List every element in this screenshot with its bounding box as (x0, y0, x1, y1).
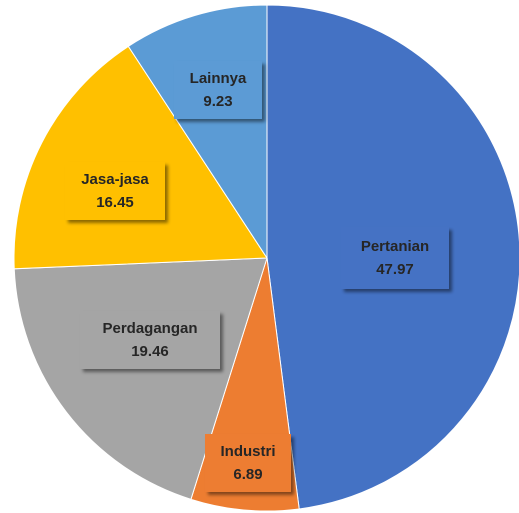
data-label: 19.46 (131, 343, 169, 360)
label-box (341, 227, 449, 289)
slice-label: Perdagangan (102, 320, 197, 337)
label-box (65, 162, 165, 220)
label-box (174, 61, 262, 119)
data-label: 47.97 (376, 261, 414, 278)
label-box (205, 434, 291, 492)
data-label: 16.45 (96, 194, 134, 211)
labels: Pertanian 47.97 Industri 6.89 Perdagangan 19.… (65, 61, 449, 492)
label-box (80, 311, 220, 369)
slice-label: Jasa-jasa (81, 171, 149, 188)
slice-label: Industri (221, 443, 276, 460)
data-label: 9.23 (203, 93, 232, 110)
slice-label: Lainnya (190, 70, 247, 87)
data-label: 6.89 (233, 466, 262, 483)
slice-label: Pertanian (361, 238, 429, 255)
